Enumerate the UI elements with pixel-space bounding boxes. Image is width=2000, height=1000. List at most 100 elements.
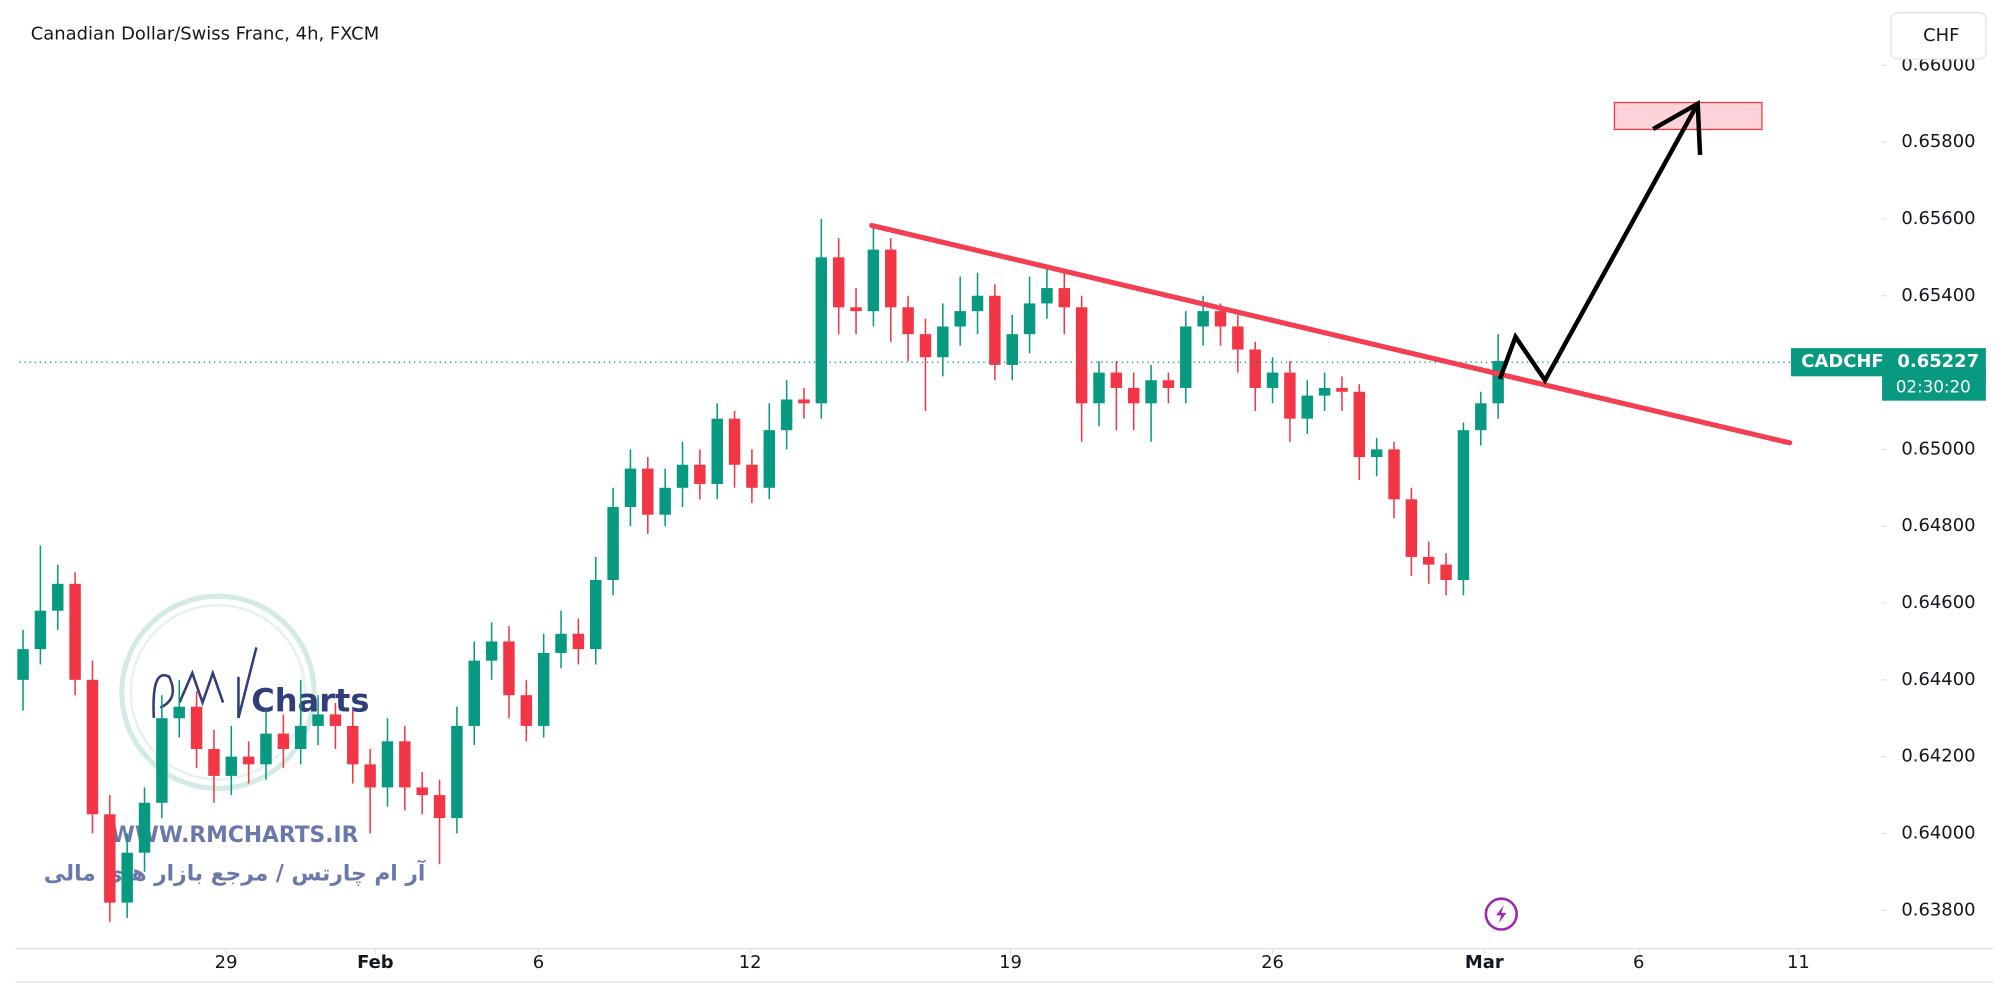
candle-body xyxy=(902,307,914,335)
currency-label[interactable]: CHF xyxy=(1923,25,1959,46)
candle-body xyxy=(1301,395,1313,419)
candle-body xyxy=(1266,372,1279,388)
candle-body xyxy=(329,714,342,726)
candle-body xyxy=(815,257,828,404)
candle-body xyxy=(1093,372,1105,404)
candle-body xyxy=(156,718,168,803)
candle-body xyxy=(694,464,706,484)
currency-box[interactable] xyxy=(1890,12,1987,60)
candle-body xyxy=(1127,387,1140,404)
candle-body xyxy=(1423,556,1435,565)
candle-body xyxy=(676,464,689,488)
candle-body xyxy=(138,802,151,853)
plot: 0.63800 0.64000 0.64200 0.64400 0.64600 0.648… xyxy=(17,54,1976,973)
watermark-ring xyxy=(129,603,307,781)
x-tick-label: 26 xyxy=(1261,952,1284,973)
candle-body xyxy=(659,487,671,515)
candle-body xyxy=(1405,499,1418,557)
candle-body xyxy=(937,326,949,358)
candle-body xyxy=(242,756,255,765)
candle-body xyxy=(1318,387,1331,396)
candle-body xyxy=(1041,288,1053,304)
candle-body xyxy=(1457,430,1470,580)
candle-body xyxy=(190,706,203,749)
candle-body xyxy=(1058,288,1071,308)
candle-body xyxy=(17,649,29,680)
candle-body xyxy=(711,418,723,484)
candle-body xyxy=(260,733,272,765)
candle-body xyxy=(1023,303,1036,335)
candle-body xyxy=(850,307,862,312)
y-tick-label: 0.65800 xyxy=(1901,131,1975,152)
candle-body xyxy=(503,641,515,696)
symbol-label: CADCHF xyxy=(1801,351,1883,372)
candle-body xyxy=(225,756,238,776)
candle-body xyxy=(277,733,290,749)
candle-body xyxy=(468,660,480,726)
candle-body xyxy=(1075,307,1088,404)
candle-body xyxy=(1197,311,1209,327)
y-tick-label: 0.65600 xyxy=(1901,208,1975,229)
watermark-url: WWW.RMCHARTS.IR xyxy=(111,823,359,848)
candle-body xyxy=(1475,403,1487,431)
lightning-icon[interactable] xyxy=(1484,897,1518,931)
y-tick-label: 0.63800 xyxy=(1901,899,1975,920)
candle-body xyxy=(919,334,932,358)
y-tick-label: 0.64400 xyxy=(1901,669,1975,690)
candle-body xyxy=(537,652,550,726)
candle-body xyxy=(1353,391,1366,458)
candle-body xyxy=(642,468,654,515)
candle-body xyxy=(590,579,602,650)
candle-body xyxy=(1214,311,1227,327)
candle-body xyxy=(763,430,776,488)
current-price-label: 0.65227 xyxy=(1897,351,1979,372)
x-tick-label: 29 xyxy=(215,952,238,973)
candle-body xyxy=(451,725,463,819)
candle-body xyxy=(624,468,637,508)
candle-body xyxy=(1388,449,1400,500)
candle-body xyxy=(1370,449,1383,458)
chart-title: Canadian Dollar/Swiss Franc, 4h, FXCM xyxy=(31,24,379,45)
y-tick-label: 0.65400 xyxy=(1901,285,1975,306)
y-tick-label: 0.64200 xyxy=(1901,746,1975,767)
candle-body xyxy=(1180,326,1192,388)
countdown-label: 02:30:20 xyxy=(1896,377,1971,396)
candle-body xyxy=(520,695,533,726)
candle-body xyxy=(347,725,359,765)
candle-body xyxy=(294,725,307,749)
candle-body xyxy=(555,633,567,653)
x-tick-label: Feb xyxy=(357,952,394,973)
candle-body xyxy=(173,706,185,719)
y-tick-label: 0.64800 xyxy=(1901,515,1975,536)
watermark-tagline: آر ام چارتس / مرجع بازار های مالی xyxy=(44,858,426,886)
candle-body xyxy=(208,748,220,776)
candle-body xyxy=(1440,564,1452,580)
candle-body xyxy=(364,764,376,788)
candle-body xyxy=(885,249,897,308)
candle-body xyxy=(1492,361,1504,404)
candle-body xyxy=(728,418,741,465)
y-tick-label: 0.64600 xyxy=(1901,592,1975,613)
x-tick-label: Mar xyxy=(1465,952,1504,973)
candle-body xyxy=(971,295,984,312)
candle-body xyxy=(832,257,845,308)
candle-body xyxy=(1232,326,1244,350)
trendline xyxy=(869,222,1793,446)
candle-body xyxy=(86,679,99,815)
countdown-bg xyxy=(1882,373,1986,401)
x-tick-label: 11 xyxy=(1787,952,1810,973)
arrow xyxy=(1497,102,1700,385)
candle-body xyxy=(381,741,394,788)
candle-body xyxy=(312,714,324,726)
icon-bolt[interactable] xyxy=(1496,905,1507,924)
candle-body xyxy=(798,399,810,404)
candle-body xyxy=(746,464,758,488)
candle-body xyxy=(1284,372,1296,419)
y-tick-label: 0.64000 xyxy=(1901,822,1975,843)
candle-body xyxy=(989,295,1001,365)
icon-ring[interactable] xyxy=(1484,897,1518,931)
arrow-head xyxy=(1652,99,1703,156)
candle-body xyxy=(416,787,428,796)
